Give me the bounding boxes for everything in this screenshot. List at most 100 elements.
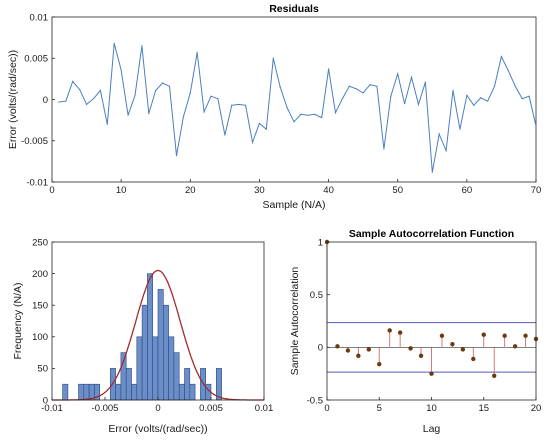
residuals-x-tick-label: 30 xyxy=(254,185,265,196)
histogram-bar xyxy=(115,383,122,401)
autocorrelation-marker xyxy=(492,373,497,378)
histogram-bar xyxy=(184,368,191,401)
histogram-y-label: Frequency (N/A) xyxy=(12,282,24,359)
residual-point xyxy=(182,116,184,118)
residual-point xyxy=(459,128,461,130)
histogram-bar xyxy=(131,383,138,401)
residual-point xyxy=(480,97,482,99)
residual-point xyxy=(473,104,475,106)
residual-point xyxy=(203,111,205,113)
residual-point xyxy=(79,89,81,91)
residual-point xyxy=(245,104,247,106)
residual-point xyxy=(500,56,503,58)
residual-point xyxy=(99,89,101,92)
residual-point xyxy=(65,100,67,102)
histogram-bar xyxy=(178,383,185,401)
histogram-bar xyxy=(62,383,69,401)
residual-point xyxy=(369,84,371,86)
autocorrelation-marker xyxy=(481,332,486,337)
autocorrelation-marker xyxy=(387,328,392,333)
autocorrelation-y-tick-label: -0.5 xyxy=(307,395,323,406)
histogram-bar xyxy=(78,383,85,401)
histogram-normal-fit-curve xyxy=(52,269,264,401)
autocorrelation-marker xyxy=(335,344,340,349)
residual-point xyxy=(507,70,509,72)
residual-point xyxy=(390,95,392,97)
residual-point xyxy=(362,92,364,94)
residual-point xyxy=(162,82,164,84)
autocorrelation-marker xyxy=(450,341,455,347)
autocorrelation-x-tick-label: 10 xyxy=(426,403,437,414)
residuals-x-tick-label: 50 xyxy=(392,185,403,196)
residual-point xyxy=(85,103,88,106)
histogram-bar xyxy=(157,289,164,401)
histogram-x-label: Error (volts/(rad/sec)) xyxy=(108,423,207,435)
residual-point xyxy=(224,134,226,136)
residual-point xyxy=(300,113,302,115)
residual-point xyxy=(535,125,537,127)
residuals-x-label: Sample (N/A) xyxy=(262,199,325,211)
residuals-x-tick-label: 10 xyxy=(116,185,127,196)
residuals-x-tick-label: 0 xyxy=(49,185,54,196)
histogram-bar xyxy=(147,273,153,401)
residual-point xyxy=(189,92,191,94)
residual-point xyxy=(286,107,288,109)
residual-point xyxy=(487,100,489,102)
residual-point xyxy=(251,141,254,143)
histogram-bar xyxy=(173,352,180,401)
autocorrelation-marker xyxy=(345,348,351,353)
autocorrelation-y-tick-label: 0.5 xyxy=(310,290,323,301)
residual-point xyxy=(272,57,274,59)
histogram-bar xyxy=(141,304,148,401)
residual-point xyxy=(58,101,60,103)
histogram-x-tick-label: -0.005 xyxy=(92,403,119,414)
residual-point xyxy=(334,112,337,114)
histogram-y-tick-label: 50 xyxy=(37,364,48,375)
autocorrelation-title: Sample Autocorrelation Function xyxy=(349,228,514,240)
autocorrelation-y-label: Sample Autocorrelation xyxy=(289,267,301,376)
residual-point xyxy=(445,150,447,152)
residual-point xyxy=(120,69,122,71)
residuals-y-tick-label: 0.01 xyxy=(30,12,49,23)
residual-point xyxy=(327,68,330,70)
residuals-x-tick-label: 20 xyxy=(185,185,196,196)
residual-point xyxy=(265,128,267,130)
histogram-bar xyxy=(168,336,175,401)
autocorrelation-marker xyxy=(429,371,434,376)
histogram-x-tick-label: 0 xyxy=(155,403,160,414)
autocorrelation-y-tick-label: 0 xyxy=(318,343,323,354)
residual-point xyxy=(148,112,150,115)
residual-point xyxy=(424,81,426,83)
residual-point xyxy=(397,73,399,75)
residual-point xyxy=(231,104,233,106)
residual-point xyxy=(452,89,454,92)
autocorrelation-axes-box xyxy=(326,241,537,401)
residual-point xyxy=(210,95,212,97)
residual-point xyxy=(417,103,420,106)
histogram-bar xyxy=(83,383,90,401)
histogram-x-tick-label: 0.005 xyxy=(199,403,223,414)
residual-point xyxy=(279,86,281,88)
histogram-y-tick-label: 250 xyxy=(32,237,48,248)
residual-point xyxy=(438,133,440,135)
residuals-series-line xyxy=(58,43,537,173)
autocorrelation-x-label: Lag xyxy=(423,423,441,435)
autocorrelation-marker xyxy=(460,347,466,352)
residuals-y-tick-label: -0.01 xyxy=(26,177,48,188)
residual-point xyxy=(141,45,143,47)
residuals-axes-box xyxy=(51,16,537,183)
residual-point xyxy=(466,94,468,96)
residual-point xyxy=(341,98,343,100)
residual-point xyxy=(175,155,178,157)
residuals-x-tick-label: 40 xyxy=(323,185,334,196)
histogram-plot: -0.01 -0.005 0 0.005 0.01 0 50 100 150 200 250 Er… xyxy=(12,237,273,435)
autocorrelation-marker xyxy=(439,333,445,338)
residuals-y-tick-label: 0.005 xyxy=(24,54,48,65)
histogram-x-tick-label: -0.01 xyxy=(41,403,63,414)
residual-point xyxy=(493,85,496,87)
residual-point xyxy=(106,123,108,125)
residuals-plot: 0 10 20 30 40 50 60 70 -0.01 -0.005 0 0.005 0.01 Re… xyxy=(7,3,541,211)
residual-point xyxy=(92,98,95,100)
histogram-bar xyxy=(216,368,222,401)
